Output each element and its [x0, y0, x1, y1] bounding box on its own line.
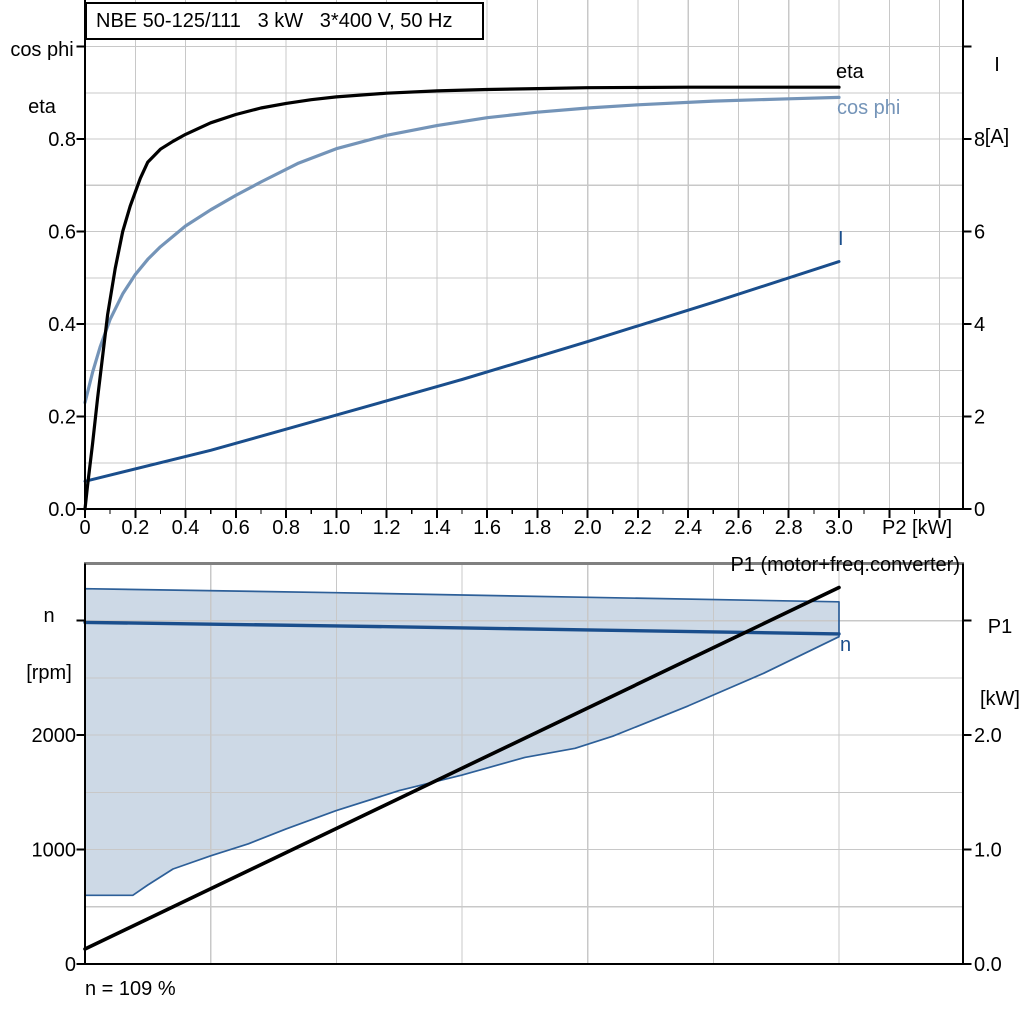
current-curve-label: I — [838, 228, 844, 250]
speed-curve-label: n — [840, 634, 852, 656]
top-x-axis-title: P2 [kW] — [882, 517, 953, 539]
top-y-left-tick-label: 0.8 — [48, 129, 76, 151]
eta-curve — [83, 85, 841, 511]
chart-title-box: NBE 50-125/111 3 kW 3*400 V, 50 Hz — [85, 2, 484, 40]
top-x-tick-label: 1.2 — [373, 517, 401, 539]
bottom-left-axis-title: n [rpm] — [14, 569, 84, 702]
axis-title-line: eta — [28, 96, 56, 118]
bottom-axes — [83, 563, 965, 965]
axis-title-line: I — [994, 54, 1000, 76]
top-y-left-tick-label: 0.2 — [48, 407, 76, 429]
top-x-tick-label: 3.0 — [825, 517, 853, 539]
axis-title-line: [A] — [984, 126, 1010, 148]
axis-title-line: cos phi — [10, 39, 74, 61]
axis-title-line: n — [43, 605, 55, 627]
top-chart: 0 0.2 0.4 0.6 0.8 1.0 1.2 1.4 1.6 1.8 2.0 2.2 2.4 2.6… — [48, 0, 985, 539]
top-x-tick-label: 2.6 — [725, 517, 753, 539]
top-x-tick-label: 0.6 — [222, 517, 250, 539]
bottom-y-right-tick-label: 2.0 — [974, 725, 1002, 747]
speed-band-border — [84, 587, 840, 897]
bottom-y-right-tick-label: 0.0 — [974, 954, 1002, 976]
bottom-y-left-tick-label: 0 — [65, 954, 76, 976]
p1-curve-label: P1 (motor+freq.converter) — [730, 554, 960, 576]
top-h-gridlines — [85, 45, 963, 464]
bottom-ticks — [76, 619, 972, 965]
top-y-left-tick-label: 0.6 — [48, 222, 76, 244]
top-x-tick-label: 2.4 — [674, 517, 702, 539]
top-x-tick-label: 0.4 — [172, 517, 200, 539]
top-x-tick-label: 0.2 — [121, 517, 149, 539]
bottom-right-axis-title: P1 [kW] — [975, 567, 1024, 735]
top-x-tick-label: 0.8 — [272, 517, 300, 539]
bottom-y-left-tick-label: 2000 — [32, 725, 77, 747]
top-axes — [83, 0, 965, 511]
axis-title-line: [rpm] — [26, 662, 72, 684]
speed-caption: n = 109 % — [85, 978, 176, 1000]
bottom-y-right-tick-label: 1.0 — [974, 840, 1002, 862]
top-minor-ticks — [109, 509, 915, 514]
cos-phi-curve — [83, 95, 841, 405]
top-x-tick-label: 2.2 — [624, 517, 652, 539]
top-v-gridlines — [134, 0, 941, 509]
speed-curve — [83, 620, 841, 636]
top-x-tick-label: 2.0 — [574, 517, 602, 539]
top-x-tick-label: 0 — [79, 517, 90, 539]
top-y-right-tick-label: 2 — [974, 407, 985, 429]
top-x-tick-label: 1.0 — [322, 517, 350, 539]
top-y-right-tick-label: 4 — [974, 314, 985, 336]
current-curve — [83, 260, 841, 483]
top-right-axis-title: I [A] — [973, 5, 1021, 173]
p1-curve — [83, 585, 841, 951]
bottom-gridlines — [85, 563, 963, 964]
top-x-tick-label: 2.8 — [775, 517, 803, 539]
top-left-axis-title: cos phi eta — [0, 3, 84, 136]
top-major-ticks — [76, 45, 972, 518]
top-y-right-tick-label: 8 — [974, 129, 985, 151]
top-y-right-tick-label: 0 — [974, 499, 985, 521]
top-y-left-tick-label: 0.0 — [48, 499, 76, 521]
top-x-tick-label: 1.8 — [523, 517, 551, 539]
top-x-tick-label: 1.4 — [423, 517, 451, 539]
bottom-chart: 0 1000 2000 0.0 1.0 2.0 — [32, 562, 1002, 976]
top-y-right-tick-label: 6 — [974, 222, 985, 244]
cos-phi-curve-label: cos phi — [837, 97, 901, 119]
axis-title-line: [kW] — [980, 688, 1020, 710]
bottom-y-left-tick-label: 1000 — [32, 840, 77, 862]
top-x-tick-label: 1.6 — [473, 517, 501, 539]
axis-title-line: P1 — [987, 616, 1013, 638]
eta-curve-label: eta — [836, 61, 864, 83]
chart-title: NBE 50-125/111 3 kW 3*400 V, 50 Hz — [96, 9, 453, 32]
top-y-left-tick-label: 0.4 — [48, 314, 76, 336]
